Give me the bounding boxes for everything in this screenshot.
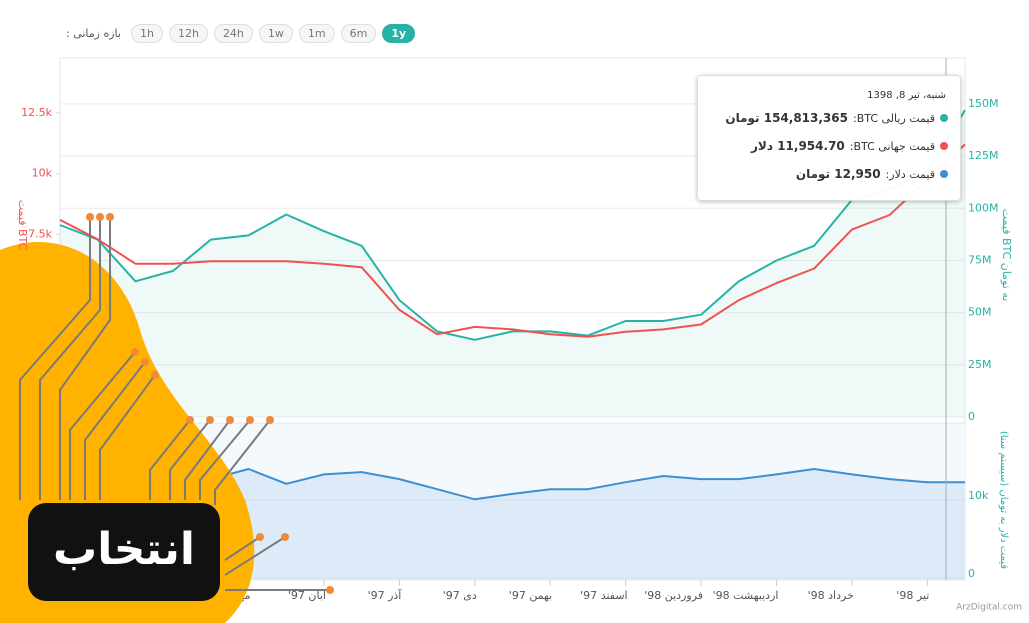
x-tick-label: '97 بهمن	[509, 589, 552, 602]
y-tick-label: 7.5k	[28, 227, 52, 240]
tooltip-value: 11,954.70 دلار	[751, 139, 845, 153]
marks: 0 25M 50M 75M 100M 125M 150M 7.5k 10k 12.5k 0 10k '9…	[21, 97, 998, 602]
tooltip-label: قیمت دلار:	[885, 167, 935, 181]
lower-axis-title: قیمت دلار به تومان (سیستم سنا)	[998, 431, 1009, 570]
lower-tick-label: 10k	[968, 489, 989, 502]
x-tick-label: '97 اسفند	[580, 589, 627, 602]
area-fill	[60, 469, 965, 580]
tooltip-label: قیمت جهانی BTC:	[849, 139, 935, 153]
range-button[interactable]: 1h	[130, 24, 163, 43]
x-tick-label: '98 اردیبهشت	[713, 589, 779, 602]
tooltip-label: قیمت ریالی BTC:	[852, 111, 935, 125]
y2-tick-label: 75M	[968, 253, 992, 266]
x-tick-label: '97 آبان	[288, 588, 327, 602]
tooltip-row: قیمت دلار: 12,950 تومان	[698, 167, 948, 181]
tooltip-row: قیمت جهانی BTC: 11,954.70 دلار	[698, 139, 948, 153]
series-line	[59, 143, 966, 338]
range-button[interactable]: 24h	[213, 24, 253, 43]
range-button[interactable]: 12h	[168, 24, 208, 43]
y2-tick-label: 0	[968, 410, 975, 423]
y2-tick-label: 150M	[968, 97, 999, 110]
logo-text: انتخاب	[53, 524, 195, 575]
range-button[interactable]: 1w	[258, 24, 293, 43]
logo-circuit	[19, 217, 330, 591]
range-selector: بازه زمانی : 1h 12h 24h 1w 1m 6m 1y	[66, 24, 416, 43]
range-button[interactable]: 6m	[340, 24, 377, 43]
tooltip-row: قیمت ریالی BTC: 154,813,365 تومان	[698, 111, 948, 125]
tooltip-date: شنبه، تیر 8, 1398	[867, 90, 946, 101]
tooltip: شنبه، تیر 8, 1398 قیمت ریالی BTC: 154,813…	[697, 75, 961, 201]
y2-axis-title: قیمت BTC به تومان	[1000, 209, 1013, 302]
logo-dots	[86, 213, 334, 594]
tooltip-dot	[940, 114, 948, 122]
lower-tick-label: 0	[968, 567, 975, 580]
y2-tick-label: 50M	[968, 306, 992, 319]
y2-tick-label: 125M	[968, 149, 999, 162]
y2-tick-label: 100M	[968, 201, 999, 214]
y-tick-label: 10k	[32, 167, 53, 180]
area-fill	[60, 110, 965, 417]
x-tick-label: '98 فروردین	[644, 589, 703, 602]
logo-box	[28, 503, 220, 601]
range-button[interactable]: 1m	[298, 24, 335, 43]
x-tick-label: '97 دی	[443, 589, 477, 602]
y-tick-label: 12.5k	[21, 106, 52, 119]
tooltip-value: 154,813,365 تومان	[725, 111, 848, 125]
x-tick-label: '97 آذر	[368, 588, 403, 602]
y-axis-title: قیمت BTC	[16, 200, 29, 251]
tooltip-value: 12,950 تومان	[795, 167, 881, 181]
range-label: بازه زمانی :	[66, 27, 121, 40]
series-line	[59, 109, 966, 341]
y2-tick-label: 25M	[968, 358, 992, 371]
range-button[interactable]: 1y	[382, 24, 416, 43]
x-tick-label: '98 تیر	[896, 589, 929, 602]
watermark: ArzDigital.com	[956, 603, 1022, 613]
x-tick-label: '98 خرداد	[808, 589, 854, 602]
tooltip-dot	[940, 170, 948, 178]
tooltip-dot	[940, 142, 948, 150]
